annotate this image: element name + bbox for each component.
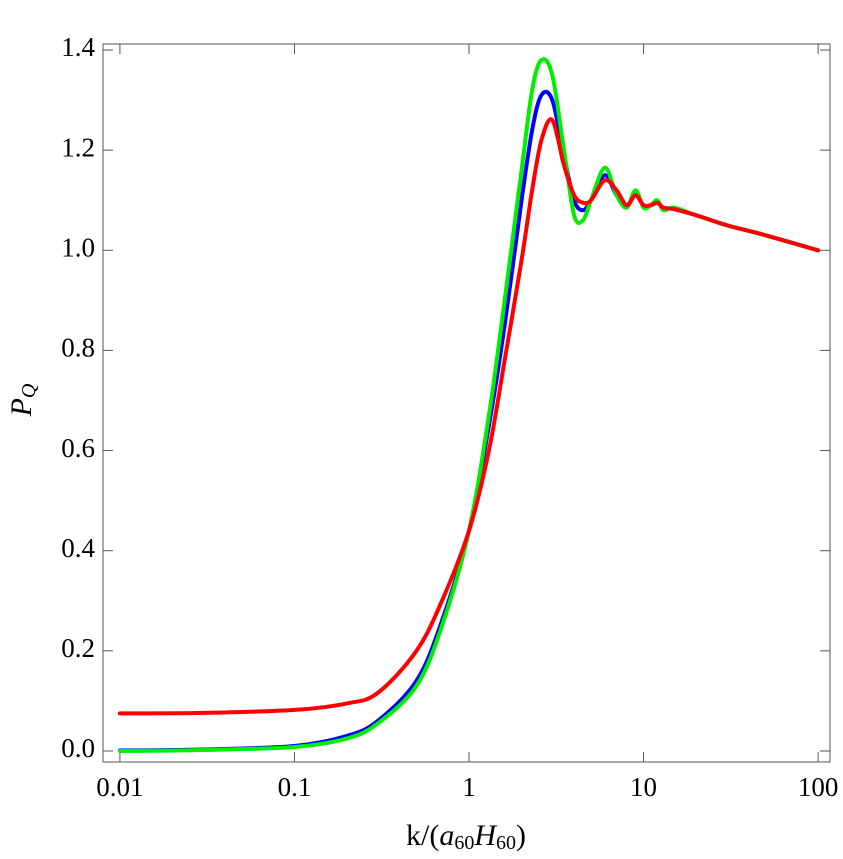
y-label-part: Q bbox=[18, 383, 40, 398]
line-series bbox=[117, 57, 821, 753]
plot-frame bbox=[102, 43, 831, 763]
y-tick-label: 0.2 bbox=[61, 633, 95, 663]
y-tick-label: 0.6 bbox=[61, 433, 95, 463]
x-tick-label: 0.1 bbox=[278, 772, 312, 802]
y-axis-label: PQ bbox=[5, 383, 40, 417]
y-tick-label: 1.2 bbox=[61, 132, 95, 162]
x-tick-label: 0.01 bbox=[96, 772, 143, 802]
y-tick-label: 0.8 bbox=[61, 333, 95, 363]
line-series bbox=[117, 89, 821, 753]
x-tick-label: 100 bbox=[798, 772, 839, 802]
y-tick-label: 1.0 bbox=[61, 232, 95, 262]
x-label-part: k/( bbox=[406, 819, 439, 852]
x-label-part: 60 bbox=[496, 832, 516, 854]
x-tick-label: 1 bbox=[462, 772, 476, 802]
y-label-part: P bbox=[5, 398, 38, 417]
y-tick-label: 0.4 bbox=[61, 533, 95, 563]
y-tick-label: 0.0 bbox=[61, 733, 95, 763]
x-tick-label: 10 bbox=[630, 772, 657, 802]
line-series bbox=[117, 117, 821, 716]
x-label-part: H bbox=[473, 819, 498, 852]
x-label-part: ) bbox=[516, 819, 526, 852]
x-axis-label: k/(a60H60) bbox=[406, 819, 526, 854]
y-tick-label: 1.4 bbox=[61, 32, 95, 62]
x-label-part: a bbox=[439, 819, 454, 852]
x-label-part: 60 bbox=[454, 832, 474, 854]
